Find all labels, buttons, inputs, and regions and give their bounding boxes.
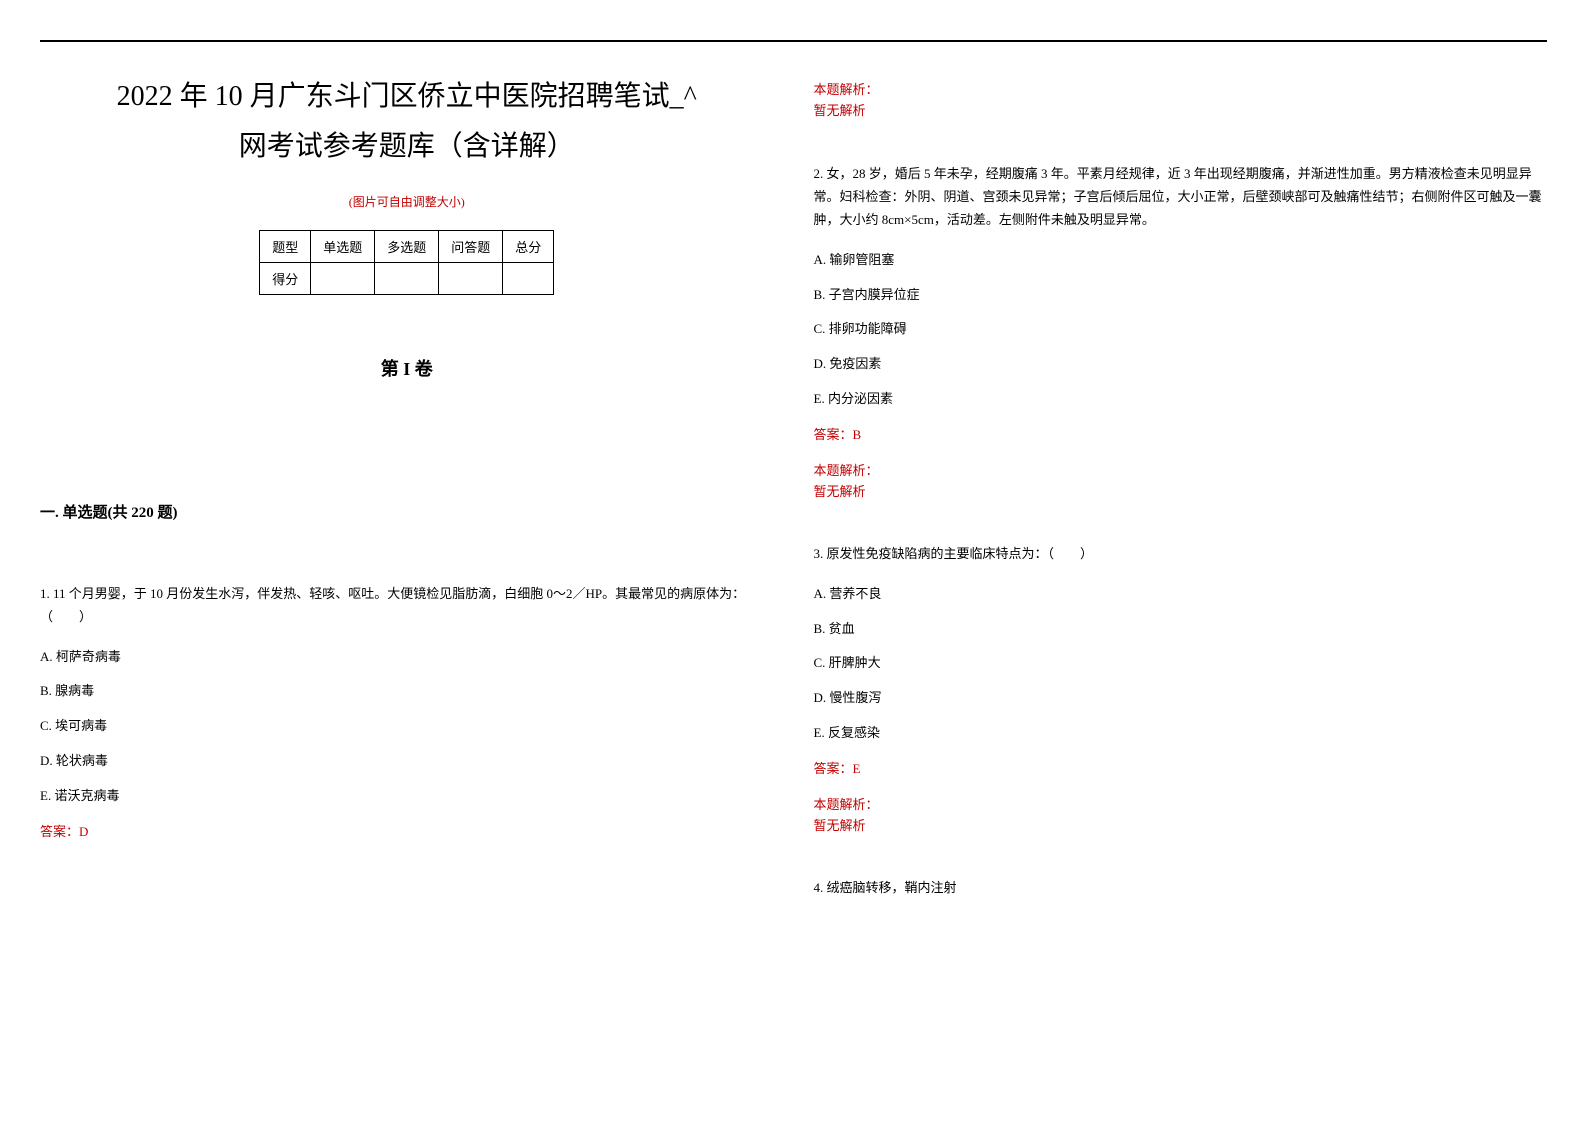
option-d: D. 轮状病毒 <box>40 751 774 772</box>
answer-text: 答案：D <box>40 821 774 840</box>
score-table-header: 问答题 <box>439 230 503 262</box>
title-line-2: 网考试参考题库（含详解） <box>40 122 774 172</box>
option-e: E. 反复感染 <box>814 723 1548 744</box>
score-table-header: 题型 <box>260 230 311 262</box>
question-text: 4. 绒癌脑转移，鞘内注射 <box>814 876 1548 899</box>
analysis-none: 暂无解析 <box>814 482 1548 503</box>
question-text: 3. 原发性免疫缺陷病的主要临床特点为：（ ） <box>814 542 1548 565</box>
question-text: 1. 11 个月男婴，于 10 月份发生水泻，伴发热、轻咳、呕吐。大便镜检见脂肪… <box>40 582 774 629</box>
score-table-header: 单选题 <box>311 230 375 262</box>
option-c: C. 肝脾肿大 <box>814 653 1548 674</box>
question-text: 2. 女，28 岁，婚后 5 年未孕，经期腹痛 3 年。平素月经规律，近 3 年… <box>814 162 1548 232</box>
page-top-rule <box>40 40 1547 42</box>
title-line-1: 2022 年 10 月广东斗门区侨立中医院招聘笔试_^ <box>40 72 774 122</box>
section-title: 一. 单选题(共 220 题) <box>40 501 774 522</box>
score-table-header: 多选题 <box>375 230 439 262</box>
option-b: B. 腺病毒 <box>40 681 774 702</box>
option-d: D. 免疫因素 <box>814 354 1548 375</box>
question-3-block: 3. 原发性免疫缺陷病的主要临床特点为：（ ） A. 营养不良 B. 贫血 C.… <box>814 542 1548 836</box>
option-e: E. 诺沃克病毒 <box>40 786 774 807</box>
score-table-header: 总分 <box>503 230 554 262</box>
score-cell-empty <box>439 262 503 294</box>
option-a: A. 柯萨奇病毒 <box>40 647 774 668</box>
right-column: 本题解析： 暂无解析 2. 女，28 岁，婚后 5 年未孕，经期腹痛 3 年。平… <box>814 72 1548 930</box>
option-c: C. 排卵功能障碍 <box>814 319 1548 340</box>
score-cell-empty <box>503 262 554 294</box>
question-1-block: 1. 11 个月男婴，于 10 月份发生水泻，伴发热、轻咳、呕吐。大便镜检见脂肪… <box>40 582 774 840</box>
option-b: B. 贫血 <box>814 619 1548 640</box>
option-a: A. 营养不良 <box>814 584 1548 605</box>
option-a: A. 输卵管阻塞 <box>814 250 1548 271</box>
document-title: 2022 年 10 月广东斗门区侨立中医院招聘笔试_^ 网考试参考题库（含详解） <box>40 72 774 173</box>
option-c: C. 埃可病毒 <box>40 716 774 737</box>
answer-text: 答案：B <box>814 424 1548 443</box>
answer-text: 答案：E <box>814 758 1548 777</box>
analysis-label: 本题解析： <box>814 795 1548 816</box>
volume-title: 第 I 卷 <box>40 355 774 381</box>
question-2-block: 2. 女，28 岁，婚后 5 年未孕，经期腹痛 3 年。平素月经规律，近 3 年… <box>814 162 1548 503</box>
question-4-block: 4. 绒癌脑转移，鞘内注射 <box>814 876 1548 899</box>
option-d: D. 慢性腹泻 <box>814 688 1548 709</box>
score-row-label: 得分 <box>260 262 311 294</box>
two-column-layout: 2022 年 10 月广东斗门区侨立中医院招聘笔试_^ 网考试参考题库（含详解）… <box>40 72 1547 930</box>
analysis-label: 本题解析： <box>814 80 1548 101</box>
score-cell-empty <box>311 262 375 294</box>
score-table-header-row: 题型 单选题 多选题 问答题 总分 <box>260 230 554 262</box>
score-table-score-row: 得分 <box>260 262 554 294</box>
score-cell-empty <box>375 262 439 294</box>
left-column: 2022 年 10 月广东斗门区侨立中医院招聘笔试_^ 网考试参考题库（含详解）… <box>40 72 774 930</box>
analysis-label: 本题解析： <box>814 461 1548 482</box>
image-resize-note: (图片可自由调整大小) <box>40 193 774 210</box>
option-b: B. 子宫内膜异位症 <box>814 285 1548 306</box>
option-e: E. 内分泌因素 <box>814 389 1548 410</box>
score-table: 题型 单选题 多选题 问答题 总分 得分 <box>259 230 554 295</box>
analysis-none: 暂无解析 <box>814 816 1548 837</box>
q1-analysis: 本题解析： 暂无解析 <box>814 80 1548 122</box>
analysis-none: 暂无解析 <box>814 101 1548 122</box>
